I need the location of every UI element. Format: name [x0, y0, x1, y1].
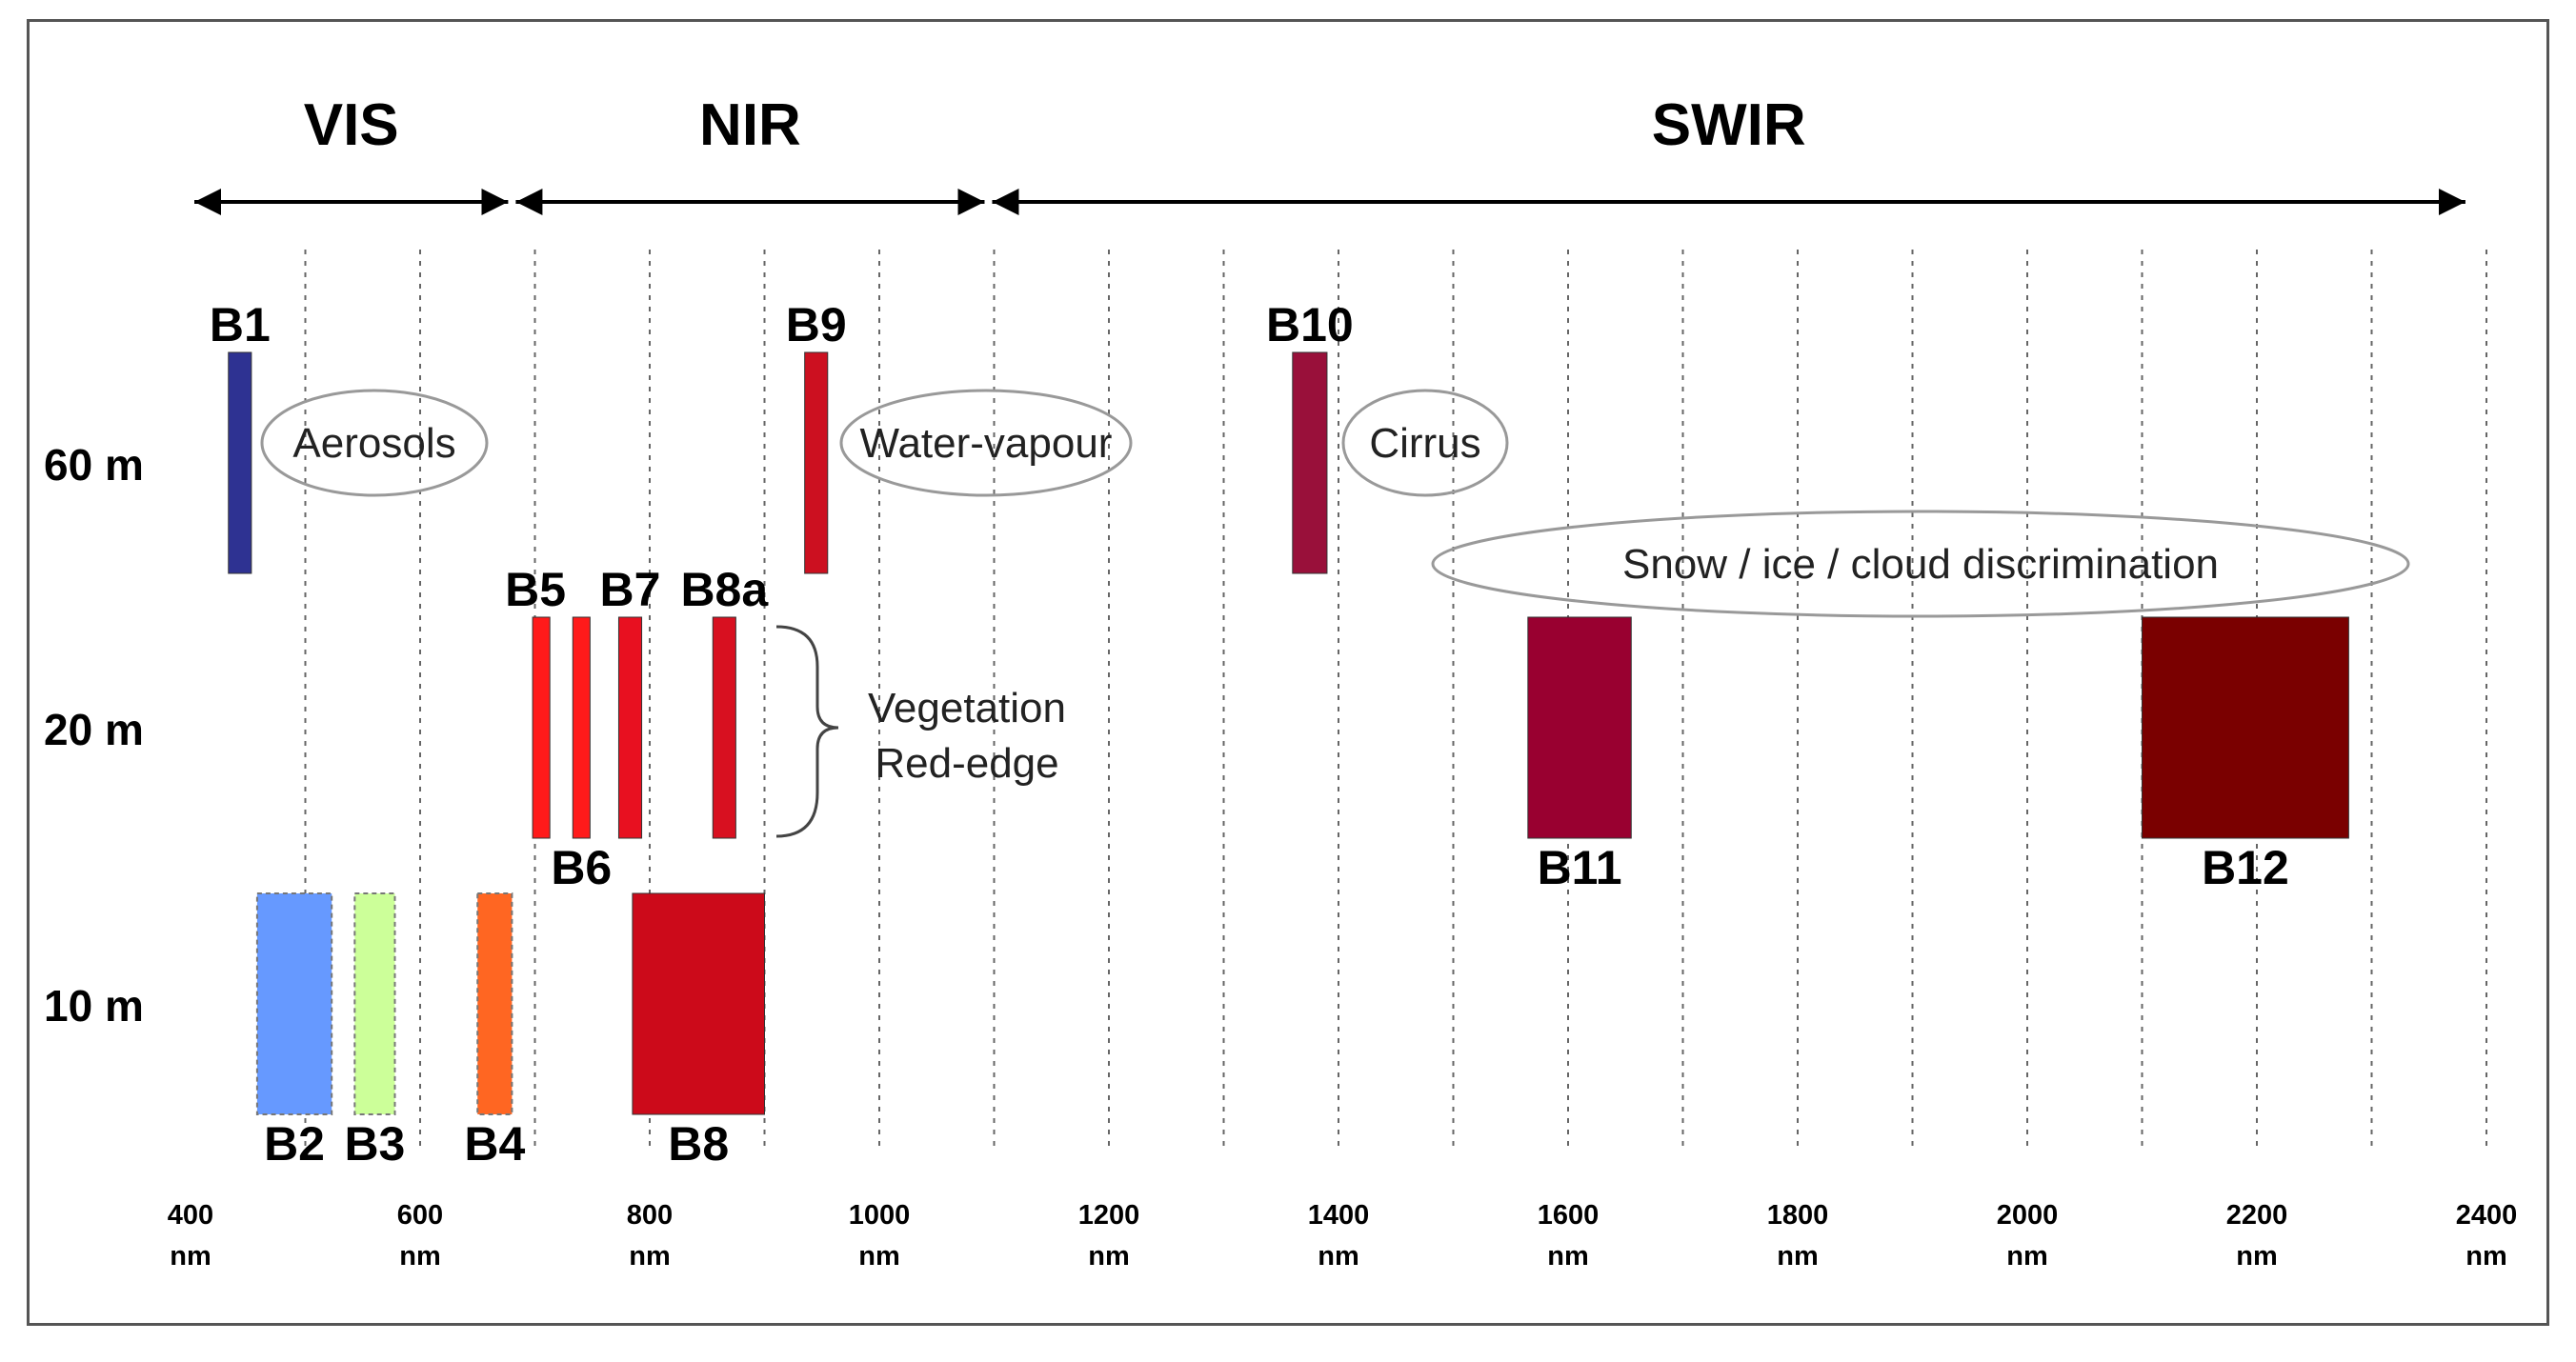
resolution-label: 20 m: [44, 705, 144, 754]
band-label: B3: [344, 1117, 405, 1171]
band-bar-b10: [1292, 351, 1328, 574]
band-label: B10: [1266, 298, 1354, 351]
band-label: B8a: [680, 563, 769, 616]
annotation-label: Water-vapour: [860, 420, 1113, 467]
x-tick-label: 1600: [1538, 1200, 1600, 1231]
band-bar-b2: [255, 892, 333, 1115]
annotation-ellipse: [260, 389, 489, 497]
region-label: NIR: [699, 92, 801, 158]
annotation-label: Cirrus: [1369, 420, 1480, 467]
x-tick-label: 800: [627, 1200, 673, 1231]
band-bar-b5: [532, 616, 551, 839]
band-bar-b4: [476, 892, 513, 1115]
band-bar-b11: [1527, 616, 1632, 839]
band-label: B4: [464, 1117, 525, 1171]
x-tick-label: 2200: [2226, 1200, 2288, 1231]
band-label: B12: [2202, 841, 2289, 894]
annotation-label: Red-edge: [875, 740, 1058, 787]
band-bar-b9: [804, 351, 829, 574]
x-tick-label: 1400: [1308, 1200, 1370, 1231]
annotation-ellipse: [1341, 389, 1509, 497]
x-tick-unit: nm: [399, 1241, 441, 1272]
x-tick-unit: nm: [1777, 1241, 1819, 1272]
band-bar-b12: [2142, 616, 2349, 839]
x-tick-unit: nm: [858, 1241, 900, 1272]
x-tick-unit: nm: [629, 1241, 671, 1272]
x-tick-unit: nm: [2236, 1241, 2278, 1272]
chart-frame: [27, 19, 2549, 1326]
band-label: B8: [668, 1117, 729, 1171]
band-label: B11: [1538, 841, 1622, 894]
red-edge-brace: [775, 625, 839, 838]
x-tick-label: 1800: [1767, 1200, 1829, 1231]
x-tick-label: 1000: [849, 1200, 911, 1231]
x-tick-label: 400: [168, 1200, 213, 1231]
band-label: B2: [264, 1117, 325, 1171]
x-tick-unit: nm: [170, 1241, 211, 1272]
annotation-label: Snow / ice / cloud discrimination: [1622, 541, 2219, 588]
region-label: SWIR: [1652, 92, 1806, 158]
x-tick-unit: nm: [1547, 1241, 1589, 1272]
band-label: B7: [600, 563, 661, 616]
x-tick-label: 2400: [2456, 1200, 2518, 1231]
band-bar-b8a: [712, 616, 736, 839]
annotation-label: Vegetation: [868, 685, 1066, 731]
annotation-ellipse: [839, 389, 1133, 497]
annotation-label: Aerosols: [292, 420, 455, 467]
x-tick-unit: nm: [1088, 1241, 1130, 1272]
band-bar-b3: [353, 892, 396, 1115]
x-tick-unit: nm: [2006, 1241, 2048, 1272]
x-tick-unit: nm: [1318, 1241, 1359, 1272]
band-bar-b7: [617, 616, 643, 839]
x-tick-label: 2000: [1997, 1200, 2059, 1231]
band-bar-b8: [632, 892, 765, 1115]
band-bar-b6: [572, 616, 591, 839]
x-tick-unit: nm: [2465, 1241, 2507, 1272]
x-tick-label: 1200: [1078, 1200, 1140, 1231]
x-tick-label: 600: [397, 1200, 443, 1231]
band-label: B1: [210, 298, 271, 351]
band-label: B5: [505, 563, 566, 616]
resolution-label: 60 m: [44, 440, 144, 490]
region-label: VIS: [304, 92, 399, 158]
band-label: B6: [551, 841, 612, 894]
band-bar-b1: [228, 351, 252, 574]
annotation-ellipse: [1431, 510, 2410, 618]
resolution-label: 10 m: [44, 981, 144, 1031]
band-label: B9: [786, 298, 847, 351]
